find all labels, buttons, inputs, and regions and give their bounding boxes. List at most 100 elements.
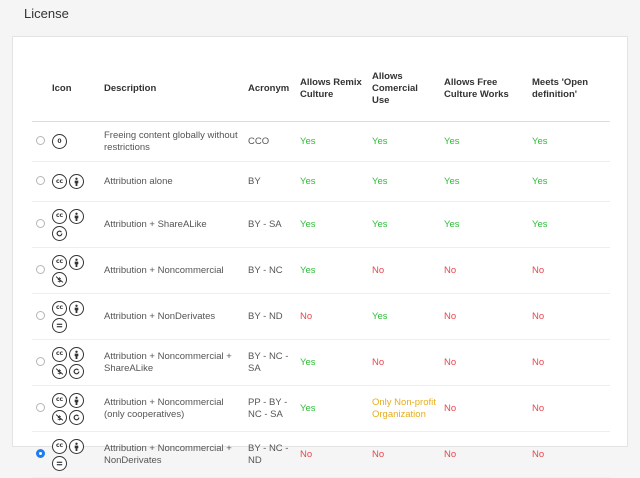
license-acronym: BY - NC - ND — [244, 431, 296, 478]
commercial-value: Yes — [368, 201, 440, 248]
section-title: License — [24, 6, 69, 21]
radio-cell — [32, 201, 48, 248]
license-radio[interactable] — [36, 136, 45, 146]
icon-cell: cc — [48, 431, 100, 478]
table-row[interactable]: cc Attribution + ShareALike BY - SA Yes Yes Y… — [32, 201, 610, 248]
license-panel: Icon Description Acronym Allows Remix Cu… — [12, 36, 628, 478]
nc-icon: $ — [52, 409, 67, 425]
open-value: Yes — [528, 201, 610, 248]
by-icon — [69, 346, 84, 362]
license-radio[interactable] — [36, 219, 45, 229]
license-acronym: BY - NC - SA — [244, 339, 296, 386]
cc-icon: cc — [52, 392, 67, 408]
free-value: No — [440, 339, 528, 386]
remix-value: Yes — [296, 385, 368, 432]
header-remix: Allows Remix Culture — [296, 56, 368, 122]
commercial-value: Yes — [368, 293, 440, 340]
free-value: No — [440, 431, 528, 478]
license-description: Attribution + Noncommercial + ShareALike — [100, 339, 244, 386]
open-value: Yes — [528, 121, 610, 162]
header-select — [32, 56, 48, 122]
icon-cell: cc — [48, 161, 100, 202]
open-value: No — [528, 293, 610, 340]
radio-cell — [32, 121, 48, 162]
icon-cell: cc — [48, 201, 100, 248]
svg-text:$: $ — [57, 414, 61, 421]
license-description: Attribution + NonDerivates — [100, 293, 244, 340]
table-row[interactable]: cc $ Attribution + Noncommercial + ShareAL… — [32, 339, 610, 386]
nd-icon — [52, 455, 67, 471]
nc-icon: $ — [52, 271, 67, 287]
free-value: No — [440, 385, 528, 432]
table-row[interactable]: cc $ Attribution + Noncommercial (only coo… — [32, 385, 610, 432]
header-acronym: Acronym — [244, 56, 296, 122]
remix-value: Yes — [296, 121, 368, 162]
cc-icon: cc — [52, 254, 67, 270]
sa-icon — [69, 409, 84, 425]
license-acronym: BY - SA — [244, 201, 296, 248]
open-value: Yes — [528, 161, 610, 202]
commercial-value: No — [368, 431, 440, 478]
header-description: Description — [100, 56, 244, 122]
cc0-icon: 0 — [52, 134, 67, 149]
cc-icon: cc — [52, 300, 67, 316]
license-acronym: BY — [244, 161, 296, 202]
free-value: No — [440, 247, 528, 294]
commercial-value: Yes — [368, 121, 440, 162]
remix-value: No — [296, 293, 368, 340]
cc-icon: cc — [52, 208, 67, 224]
license-radio[interactable] — [36, 176, 45, 186]
free-value: Yes — [440, 161, 528, 202]
open-value: No — [528, 247, 610, 294]
remix-value: Yes — [296, 247, 368, 294]
free-value: No — [440, 293, 528, 340]
table-row[interactable]: cc Attribution alone BY Yes Yes Yes Yes — [32, 161, 610, 202]
license-icons: cc $ — [52, 254, 92, 287]
by-icon — [69, 254, 84, 270]
header-free: Allows Free Culture Works — [440, 56, 528, 122]
license-acronym: PP - BY - NC - SA — [244, 385, 296, 432]
icon-cell: cc $ — [48, 385, 100, 432]
remix-value: No — [296, 431, 368, 478]
remix-value: Yes — [296, 339, 368, 386]
by-icon — [69, 174, 84, 189]
svg-text:$: $ — [57, 368, 61, 375]
open-value: No — [528, 339, 610, 386]
sa-icon — [52, 225, 67, 241]
table-header-row: Icon Description Acronym Allows Remix Cu… — [32, 56, 610, 122]
svg-text:$: $ — [57, 276, 61, 283]
license-icons: cc — [52, 174, 92, 189]
commercial-value: No — [368, 339, 440, 386]
table-row[interactable]: 0 Freeing content globally without restri… — [32, 121, 610, 162]
header-commercial: Allows Comercial Use — [368, 56, 440, 122]
header-open: Meets 'Open definition' — [528, 56, 610, 122]
license-icons: cc $ — [52, 392, 92, 425]
sa-icon — [69, 363, 84, 379]
icon-cell: cc — [48, 293, 100, 340]
license-description: Attribution alone — [100, 161, 244, 202]
icon-cell: cc $ — [48, 247, 100, 294]
license-radio[interactable] — [36, 449, 45, 459]
icon-cell: cc $ — [48, 339, 100, 386]
license-radio[interactable] — [36, 403, 45, 413]
license-radio[interactable] — [36, 311, 45, 321]
commercial-value: No — [368, 247, 440, 294]
table-row[interactable]: cc Attribution + NonDerivates BY - ND No Yes… — [32, 293, 610, 340]
table-row[interactable]: cc Attribution + Noncommercial + NonDeriv… — [32, 431, 610, 478]
table-row[interactable]: cc $ Attribution + Noncommercial BY - NC Yes… — [32, 247, 610, 294]
cc-icon: cc — [52, 174, 67, 189]
radio-cell — [32, 339, 48, 386]
free-value: Yes — [440, 121, 528, 162]
license-acronym: BY - ND — [244, 293, 296, 340]
license-radio[interactable] — [36, 265, 45, 275]
license-radio[interactable] — [36, 357, 45, 367]
license-acronym: BY - NC — [244, 247, 296, 294]
cc-icon: cc — [52, 438, 67, 454]
nc-icon: $ — [52, 363, 67, 379]
remix-value: Yes — [296, 161, 368, 202]
icon-cell: 0 — [48, 121, 100, 162]
by-icon — [69, 392, 84, 408]
radio-cell — [32, 161, 48, 202]
license-icons: cc — [52, 208, 92, 241]
remix-value: Yes — [296, 201, 368, 248]
